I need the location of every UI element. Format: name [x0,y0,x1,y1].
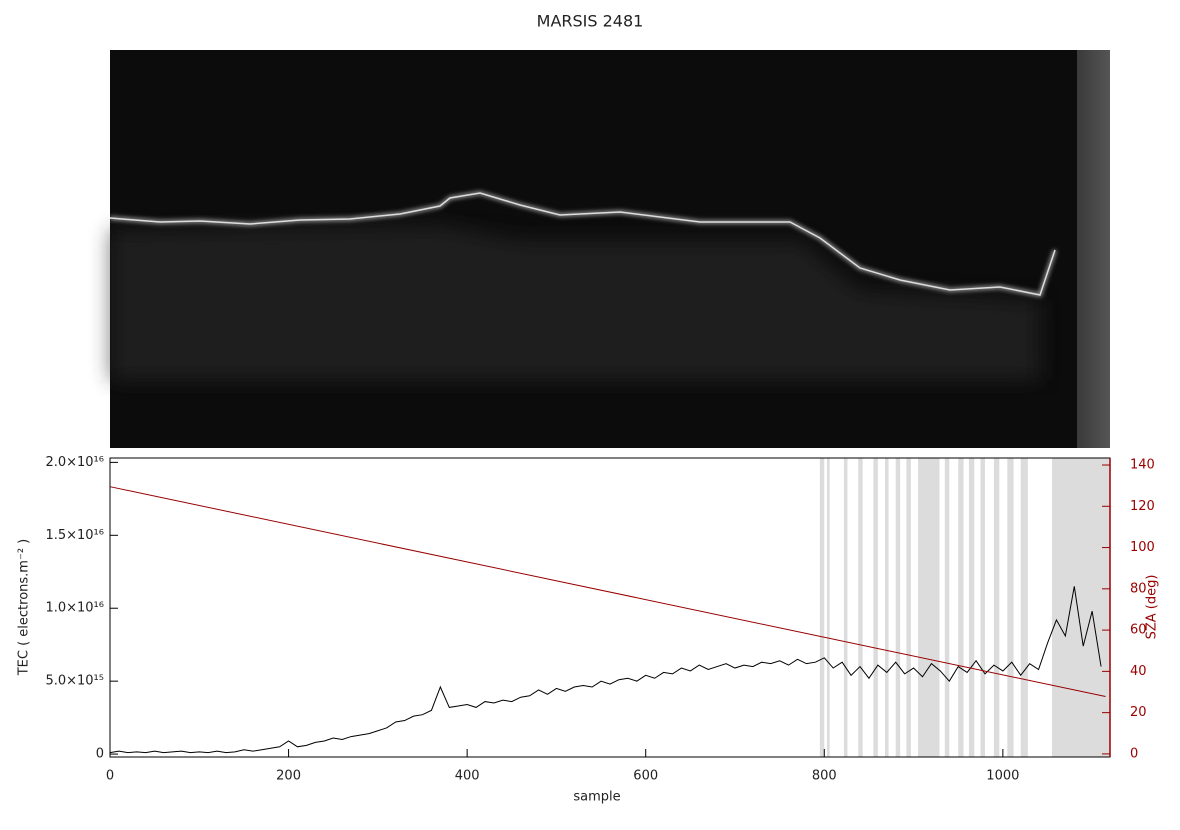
y-axis-label: TEC ( electrons.m⁻² ) [17,539,32,677]
shaded-range [819,458,825,757]
shaded-range [885,458,889,757]
chart-title: MARSIS 2481 [537,12,644,31]
shaded-range [980,458,985,757]
shaded-range [968,458,975,757]
shaded-range [1020,458,1028,757]
surface-echo [109,192,1056,296]
x-tick-label: 800 [812,769,837,784]
y-tick-label: 1.0×10¹⁶ [45,601,104,616]
y2-tick-label: 20 [1130,705,1147,720]
shaded-range [906,458,911,757]
plot-area [109,458,1110,757]
y-tick-label: 1.5×10¹⁶ [45,528,104,543]
shaded-range [873,458,878,757]
shaded-range [858,458,863,757]
y2-tick-label: 40 [1130,664,1147,679]
shaded-range [843,458,848,757]
y2-tick-label: 80 [1130,581,1147,596]
series-line [109,486,1106,698]
y-tick-label: 2.0×10¹⁶ [45,455,104,470]
shaded-range [1007,458,1014,757]
shaded-range [958,458,964,757]
y2-tick-label: 140 [1130,458,1155,473]
x-tick-label: 600 [633,769,658,784]
noise-strip [1077,50,1110,448]
y2-tick-label: 100 [1130,540,1155,555]
shaded-range [993,458,1000,757]
x-axis-label: sample [573,790,620,805]
y2-tick-label: 60 [1130,623,1147,638]
x-tick-label: 0 [106,769,114,784]
x-tick-label: 200 [276,769,301,784]
shaded-range [895,458,901,757]
shaded-range [826,458,830,757]
x-tick-label: 400 [455,769,480,784]
clutter [110,225,1040,380]
y-tick-label: 5.0×10¹⁵ [45,674,104,689]
x-tick-label: 1000 [986,769,1019,784]
y-tick-label: 0 [96,747,104,762]
y2-tick-label: 0 [1130,746,1138,761]
series-line [109,586,1102,754]
shaded-range [1051,458,1110,757]
shaded-range [944,458,950,757]
radargram [109,50,1110,448]
shaded-range [918,458,940,757]
y2-tick-label: 120 [1130,499,1155,514]
y2-axis-label: SZA (deg) [1145,575,1160,640]
